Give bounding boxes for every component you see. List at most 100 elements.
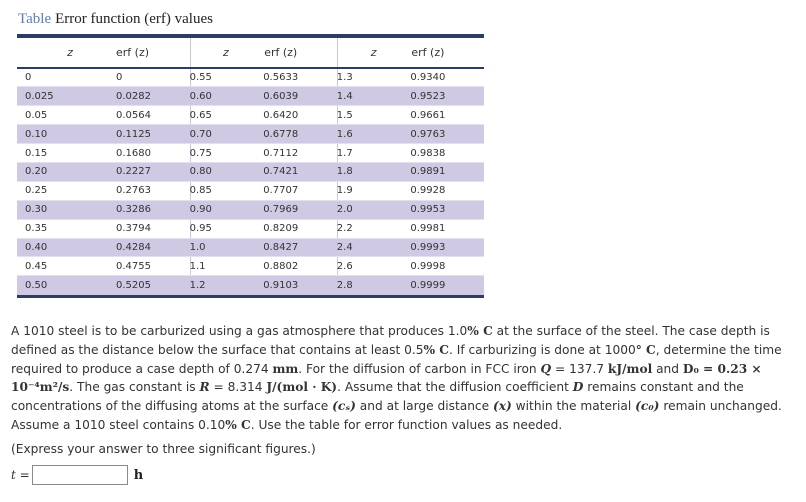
erf-cell: 0.9661 bbox=[410, 105, 484, 125]
col-header-z-1: z bbox=[17, 38, 116, 69]
z-cell: 0.30 bbox=[17, 199, 116, 220]
math-unit-j-mol-k: J/(mol · K) bbox=[266, 380, 338, 395]
erf-cell: 0.0282 bbox=[116, 86, 190, 106]
table-row: 0.05 0.0564 0.65 0.6420 1.5 0.9661 bbox=[17, 105, 484, 125]
table-row: 0.15 0.1680 0.75 0.7112 1.7 0.9838 bbox=[17, 143, 484, 163]
math-percent-c: % C bbox=[225, 417, 251, 432]
erf-cell: 0.9928 bbox=[410, 180, 484, 201]
problem-text: = 8.314 bbox=[209, 380, 267, 395]
col-header-erf-3: erf (z) bbox=[410, 38, 484, 69]
table-title: Error function (erf) values bbox=[55, 11, 213, 27]
erf-cell: 0.5633 bbox=[263, 67, 337, 87]
erf-cell: 0.7707 bbox=[263, 180, 337, 201]
col-header-erf-1: erf (z) bbox=[116, 38, 190, 69]
z-cell: 0.10 bbox=[17, 124, 116, 144]
math-unit-kj-mol: kJ/mol bbox=[607, 361, 653, 376]
problem-text: remain unchanged. Assume a 1010 steel co… bbox=[11, 399, 782, 432]
z-cell: 0.55 bbox=[189, 67, 264, 87]
erf-cell: 0.7112 bbox=[263, 143, 337, 163]
table-caption: Table Error function (erf) values bbox=[18, 11, 213, 28]
erf-cell: 0.8802 bbox=[263, 256, 337, 276]
erf-table: z erf (z) z erf (z) z erf (z) 0 0 0.55 0.56… bbox=[17, 34, 484, 298]
math-d: D bbox=[572, 380, 584, 395]
table-row: 0 0 0.55 0.5633 1.3 0.9340 bbox=[17, 67, 484, 87]
erf-cell: 0.7421 bbox=[263, 161, 337, 182]
erf-cell: 0.9891 bbox=[410, 161, 484, 182]
table-row: 0.10 0.1125 0.70 0.6778 1.6 0.9763 bbox=[17, 124, 484, 144]
z-cell: 1.6 bbox=[336, 124, 411, 144]
math-d0: D₀ = 0.23 × 10⁻⁴m²/s bbox=[11, 361, 762, 395]
math-unit-mm: mm bbox=[272, 361, 299, 376]
z-cell: 0.85 bbox=[189, 180, 264, 201]
table-row: 0.25 0.2763 0.85 0.7707 1.9 0.9928 bbox=[17, 180, 484, 201]
table-header-row: z erf (z) z erf (z) z erf (z) bbox=[17, 38, 484, 69]
z-cell: 0.15 bbox=[17, 143, 116, 163]
problem-statement: A 1010 steel is to be carburized using a… bbox=[11, 322, 801, 435]
answer-variable: t bbox=[11, 468, 16, 482]
erf-cell: 0.9763 bbox=[410, 124, 484, 144]
erf-cell: 0.9103 bbox=[263, 275, 337, 295]
table-row: 0.40 0.4284 1.0 0.8427 2.4 0.9993 bbox=[17, 237, 484, 257]
col-header-z-2: z bbox=[189, 38, 264, 69]
z-cell: 0.75 bbox=[189, 143, 264, 163]
z-cell: 1.3 bbox=[336, 67, 411, 87]
answer-label: t = bbox=[11, 468, 30, 482]
erf-cell: 0.9981 bbox=[410, 218, 484, 239]
z-cell: 1.5 bbox=[336, 105, 411, 125]
table-row: 0.025 0.0282 0.60 0.6039 1.4 0.9523 bbox=[17, 86, 484, 106]
math-q: Q bbox=[540, 361, 552, 376]
z-cell: 0 bbox=[17, 67, 116, 87]
math-percent-c: % C bbox=[423, 342, 450, 357]
z-cell: 2.4 bbox=[336, 237, 411, 257]
erf-cell: 0.9523 bbox=[410, 86, 484, 106]
erf-cell: 0.2227 bbox=[116, 161, 190, 182]
z-cell: 2.0 bbox=[336, 199, 411, 220]
z-cell: 0.95 bbox=[189, 218, 264, 239]
answer-row: t = h bbox=[11, 465, 143, 485]
answer-instruction: (Express your answer to three significan… bbox=[11, 442, 316, 456]
erf-cell: 0.9998 bbox=[410, 256, 484, 276]
erf-cell: 0.9340 bbox=[410, 67, 484, 87]
z-cell: 1.2 bbox=[189, 275, 264, 295]
problem-text: , determine the time required to produce… bbox=[11, 342, 782, 376]
math-cs: (cₛ) bbox=[332, 399, 356, 414]
table-tag: Table bbox=[18, 11, 52, 27]
z-cell: 1.4 bbox=[336, 86, 411, 106]
erf-cell: 0.9953 bbox=[410, 199, 484, 220]
erf-cell: 0.2763 bbox=[116, 180, 190, 201]
erf-cell: 0.1680 bbox=[116, 143, 190, 163]
z-cell: 0.25 bbox=[17, 180, 116, 201]
table-row: 0.20 0.2227 0.80 0.7421 1.8 0.9891 bbox=[17, 161, 484, 182]
problem-text: A 1010 steel is to be carburized using a… bbox=[11, 324, 468, 338]
table-row: 0.35 0.3794 0.95 0.8209 2.2 0.9981 bbox=[17, 218, 484, 239]
problem-text: . Assume that the diffusion coefficient bbox=[337, 380, 573, 395]
erf-cell: 0.9999 bbox=[410, 275, 484, 295]
z-cell: 0.45 bbox=[17, 256, 116, 276]
problem-text: . Use the table for error function value… bbox=[250, 417, 563, 432]
problem-text: . For the diffusion of carbon in FCC iro… bbox=[298, 361, 541, 376]
col-header-erf-2: erf (z) bbox=[263, 38, 337, 69]
math-r: R bbox=[199, 380, 210, 395]
answer-input[interactable] bbox=[31, 465, 128, 485]
erf-cell: 0.0564 bbox=[116, 105, 190, 125]
z-cell: 0.50 bbox=[17, 275, 116, 295]
erf-cell: 0.3794 bbox=[116, 218, 190, 239]
problem-text: . The gas constant is bbox=[69, 380, 200, 395]
problem-text: within the material bbox=[511, 399, 636, 414]
erf-cell: 0.9838 bbox=[410, 143, 484, 163]
z-cell: 0.20 bbox=[17, 161, 116, 182]
problem-text: at the surface of the steel. The case de… bbox=[11, 324, 770, 357]
math-c0: (c₀) bbox=[635, 399, 660, 414]
answer-unit: h bbox=[133, 467, 144, 483]
z-cell: 0.60 bbox=[189, 86, 264, 106]
z-cell: 1.8 bbox=[336, 161, 411, 182]
z-cell: 1.7 bbox=[336, 143, 411, 163]
math-x: (x) bbox=[493, 399, 512, 414]
z-cell: 1.9 bbox=[336, 180, 411, 201]
problem-text: . If carburizing is done at 1000 bbox=[449, 342, 636, 357]
answer-equals: = bbox=[15, 468, 30, 482]
problem-text: and bbox=[652, 361, 683, 376]
z-cell: 0.05 bbox=[17, 105, 116, 125]
problem-text: remains constant and the concentrations … bbox=[11, 380, 744, 414]
z-cell: 2.2 bbox=[336, 218, 411, 239]
